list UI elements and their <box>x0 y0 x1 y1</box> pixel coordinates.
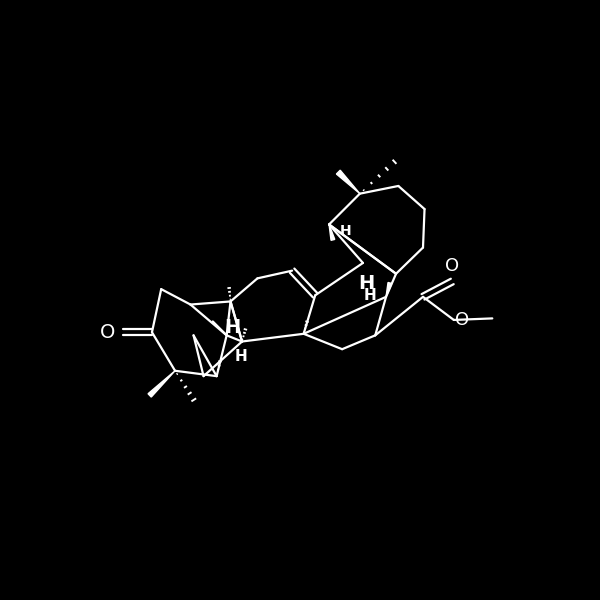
Text: H: H <box>340 224 352 238</box>
Polygon shape <box>329 224 335 241</box>
Text: H: H <box>359 274 375 293</box>
Polygon shape <box>386 283 392 297</box>
Text: H: H <box>364 288 377 303</box>
Text: O: O <box>455 311 469 329</box>
Polygon shape <box>148 371 175 397</box>
Text: H: H <box>224 318 241 337</box>
Text: O: O <box>445 257 460 275</box>
Polygon shape <box>337 170 360 194</box>
Text: H: H <box>234 349 247 364</box>
Text: O: O <box>100 323 115 342</box>
